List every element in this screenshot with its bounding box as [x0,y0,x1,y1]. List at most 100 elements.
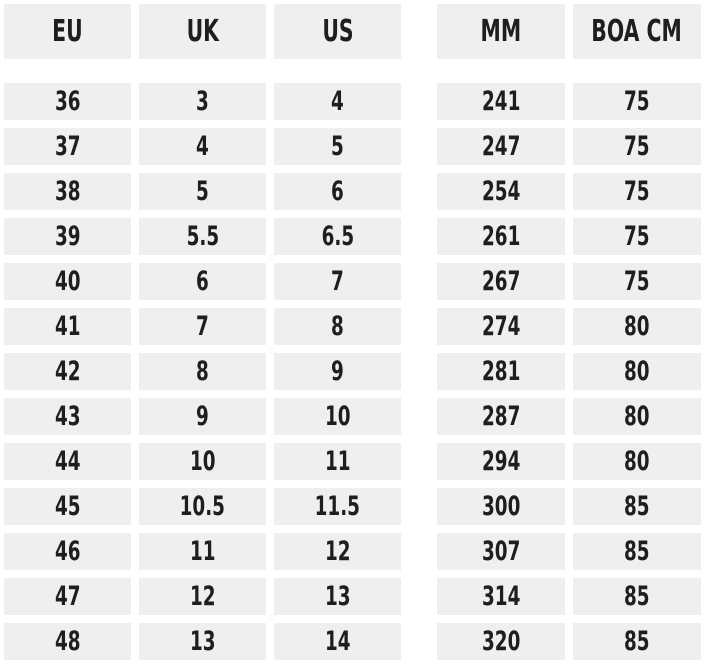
size-value-cell: 80 [573,443,701,480]
size-value: 6 [331,176,344,207]
size-value: 261 [481,221,521,252]
size-value-cell: 11 [139,533,266,570]
size-value-cell: 8 [139,353,266,390]
size-value: 11.5 [314,491,361,522]
size-value-cell: 75 [573,83,701,120]
size-value-cell: 241 [437,83,565,120]
size-value-cell: 5.5 [139,218,266,255]
size-value: 37 [54,131,81,162]
size-value: 13 [189,626,216,657]
size-value-cell: 47 [4,578,131,615]
size-value-cell: 41 [4,308,131,345]
size-value-cell: 75 [573,263,701,300]
size-value-cell: 274 [437,308,565,345]
size-value: 4 [196,131,209,162]
size-value: 6.5 [321,221,354,252]
size-value: 7 [196,311,209,342]
size-value: 247 [481,131,521,162]
size-value: 10.5 [179,491,226,522]
size-value-cell: 287 [437,398,565,435]
size-value-cell: 85 [573,533,701,570]
size-value-cell: 6.5 [274,218,401,255]
size-value-cell: 13 [139,623,266,660]
size-value-cell: 75 [573,128,701,165]
column-header: US [321,14,354,49]
size-value-cell: 247 [437,128,565,165]
size-value: 12 [189,581,216,612]
size-value: 85 [624,581,650,612]
size-value-cell: 281 [437,353,565,390]
size-value-cell: 261 [437,218,565,255]
size-value: 320 [481,626,521,657]
size-value-cell: 7 [274,263,401,300]
column-header: MM [480,14,522,49]
size-value-cell: 4 [274,83,401,120]
size-value-cell: 44 [4,443,131,480]
size-value-cell: 294 [437,443,565,480]
size-value: 43 [54,401,81,432]
size-value-cell: 85 [573,488,701,525]
size-value: 75 [624,266,650,297]
size-value: 75 [624,131,650,162]
size-value-cell: 10 [274,398,401,435]
size-value-cell: 46 [4,533,131,570]
size-value: 85 [624,626,650,657]
column-header: UK [186,14,219,49]
size-value-cell: 7 [139,308,266,345]
column-header: BOA CM [591,14,683,49]
size-value: 8 [196,356,209,387]
size-value: 36 [54,86,81,117]
size-value: 287 [481,401,521,432]
size-value-cell: 75 [573,218,701,255]
size-value-cell: 40 [4,263,131,300]
size-value: 48 [54,626,81,657]
size-value: 75 [624,221,650,252]
size-value-cell: 300 [437,488,565,525]
column-header-cell: US [274,4,401,59]
size-value: 38 [54,176,81,207]
size-value: 45 [54,491,81,522]
size-value: 39 [54,221,81,252]
size-value-cell: 10.5 [139,488,266,525]
size-value-cell: 12 [274,533,401,570]
size-value: 85 [624,536,650,567]
size-value: 80 [624,446,650,477]
size-value-cell: 80 [573,308,701,345]
size-value-cell: 6 [274,173,401,210]
size-value-cell: 85 [573,623,701,660]
size-value: 40 [54,266,81,297]
size-value: 11 [324,446,351,477]
size-value-cell: 254 [437,173,565,210]
size-value: 307 [481,536,521,567]
size-value-cell: 38 [4,173,131,210]
size-value: 274 [481,311,521,342]
size-value: 314 [481,581,521,612]
size-value: 267 [481,266,521,297]
column-header: EU [52,14,83,49]
size-value-cell: 80 [573,398,701,435]
column-header-cell: EU [4,4,131,59]
size-value-cell: 4 [139,128,266,165]
size-value-cell: 48 [4,623,131,660]
size-value-cell: 320 [437,623,565,660]
size-value: 294 [481,446,521,477]
size-value-cell: 9 [139,398,266,435]
size-value: 300 [481,491,521,522]
size-value: 75 [624,86,650,117]
size-value-cell: 45 [4,488,131,525]
size-value-cell: 11.5 [274,488,401,525]
size-value: 5 [331,131,344,162]
size-value-cell: 37 [4,128,131,165]
size-value-cell: 11 [274,443,401,480]
size-value-cell: 10 [139,443,266,480]
size-value: 3 [196,86,209,117]
size-value-cell: 5 [139,173,266,210]
size-value: 5.5 [186,221,219,252]
size-value: 80 [624,356,650,387]
size-value: 14 [324,626,351,657]
size-value: 80 [624,401,650,432]
size-value: 6 [196,266,209,297]
size-value-cell: 80 [573,353,701,390]
size-value: 13 [324,581,351,612]
size-value-cell: 6 [139,263,266,300]
